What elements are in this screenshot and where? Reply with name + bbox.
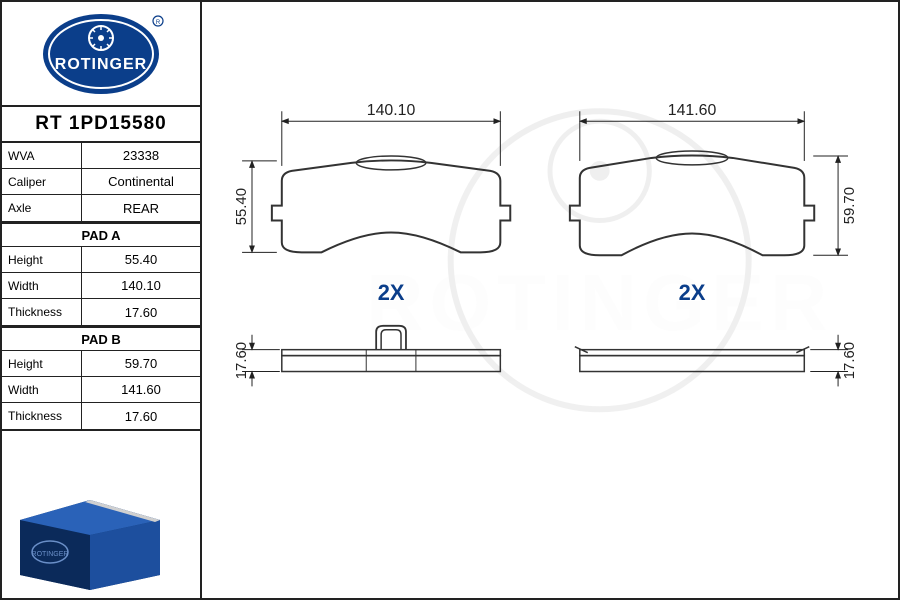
svg-text:59.70: 59.70 xyxy=(842,187,858,224)
qty-a: 2X xyxy=(378,280,405,305)
spec-label: Caliper xyxy=(2,169,82,194)
spec-row: Caliper Continental xyxy=(2,169,200,195)
svg-text:ROTINGER: ROTINGER xyxy=(32,551,69,558)
pad-b-table: PAD B Height 59.70 Width 141.60 Thicknes… xyxy=(2,327,200,431)
dim-thickness-a: 17.60 xyxy=(234,335,280,387)
spec-row: Thickness 17.60 xyxy=(2,403,200,429)
spec-value: REAR xyxy=(82,195,200,221)
svg-text:140.10: 140.10 xyxy=(367,102,416,119)
dim-height-a: 55.40 xyxy=(234,161,277,252)
watermark: ROTINGER xyxy=(366,111,833,409)
spec-label: Axle xyxy=(2,195,82,221)
pad-a-front xyxy=(272,156,510,252)
pad-a-header: PAD A xyxy=(2,223,200,247)
svg-text:ROTINGER: ROTINGER xyxy=(366,258,833,347)
dim-height-b: 59.70 xyxy=(813,156,858,255)
spec-row: Width 140.10 xyxy=(2,273,200,299)
part-number: RT 1PD15580 xyxy=(2,107,200,143)
brand-logo: ROTINGER R xyxy=(36,9,166,99)
spec-label: Thickness xyxy=(2,403,82,429)
spec-value: 23338 xyxy=(82,143,200,168)
spec-row: Height 59.70 xyxy=(2,351,200,377)
spec-value: 141.60 xyxy=(82,377,200,402)
svg-text:17.60: 17.60 xyxy=(234,342,250,379)
spec-value: 59.70 xyxy=(82,351,200,376)
specs-main: WVA 23338 Caliper Continental Axle REAR xyxy=(2,143,200,223)
spec-label: Height xyxy=(2,247,82,272)
spec-label: WVA xyxy=(2,143,82,168)
svg-text:141.60: 141.60 xyxy=(668,102,717,119)
logo-box: ROTINGER R xyxy=(2,2,200,107)
spec-label: Height xyxy=(2,351,82,376)
spec-label: Width xyxy=(2,377,82,402)
spec-value: Continental xyxy=(82,169,200,194)
spec-row: Axle REAR xyxy=(2,195,200,221)
pad-b-header: PAD B xyxy=(2,327,200,351)
svg-text:R: R xyxy=(156,20,161,26)
spec-row: Thickness 17.60 xyxy=(2,299,200,325)
left-column: ROTINGER R RT 1PD15580 WVA 23338 Caliper… xyxy=(2,2,202,598)
svg-text:ROTINGER: ROTINGER xyxy=(55,56,147,73)
spec-row: Width 141.60 xyxy=(2,377,200,403)
spec-value: 55.40 xyxy=(82,247,200,272)
qty-b: 2X xyxy=(679,280,706,305)
spec-label: Thickness xyxy=(2,299,82,325)
datasheet: ROTINGER R RT 1PD15580 WVA 23338 Caliper… xyxy=(0,0,900,600)
svg-text:17.60: 17.60 xyxy=(842,342,858,379)
svg-text:55.40: 55.40 xyxy=(234,188,250,225)
spec-row: WVA 23338 xyxy=(2,143,200,169)
spec-value: 140.10 xyxy=(82,273,200,298)
technical-drawing: ROTINGER xyxy=(202,2,898,598)
spec-row: Height 55.40 xyxy=(2,247,200,273)
spec-label: Width xyxy=(2,273,82,298)
pad-a-table: PAD A Height 55.40 Width 140.10 Thicknes… xyxy=(2,223,200,327)
spec-value: 17.60 xyxy=(82,299,200,325)
spec-value: 17.60 xyxy=(82,403,200,429)
pad-b-side xyxy=(575,347,809,372)
package-box-icon: ROTINGER xyxy=(2,431,200,598)
